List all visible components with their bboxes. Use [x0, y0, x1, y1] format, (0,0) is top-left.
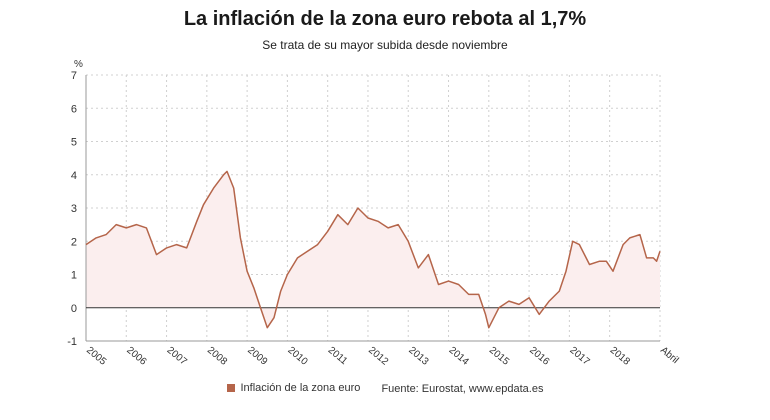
- y-tick-label: 1: [71, 270, 77, 282]
- x-tick-label: 2013: [406, 345, 430, 368]
- y-tick-label: 2: [71, 236, 77, 248]
- x-tick-label: 2017: [567, 345, 591, 368]
- x-tick-label: 2016: [527, 345, 551, 368]
- x-tick-label: 2012: [366, 345, 390, 368]
- chart-footer: Inflación de la zona euro Fuente: Eurost…: [0, 382, 770, 395]
- x-tick-label: 2014: [447, 345, 471, 368]
- y-tick-label: 5: [71, 137, 77, 149]
- x-tick-label: 2010: [285, 345, 309, 368]
- y-tick-label: 7: [71, 70, 77, 82]
- y-tick-label: 0: [71, 303, 77, 315]
- x-tick-label: 2005: [84, 345, 108, 368]
- series-area: [86, 171, 660, 328]
- chart-title: La inflación de la zona euro rebota al 1…: [183, 8, 587, 30]
- source-note: Fuente: Eurostat, www.epdata.es: [381, 383, 544, 395]
- x-tick-label: 2008: [205, 345, 229, 368]
- y-tick-label: 4: [71, 170, 77, 182]
- y-tick-label: 3: [71, 203, 77, 215]
- x-tick-label: 2018: [608, 345, 632, 368]
- chart-subtitle: Se trata de su mayor subida desde noviem…: [262, 38, 508, 52]
- y-tick-label: -1: [67, 336, 77, 348]
- area-fill: [86, 171, 660, 328]
- legend-label: Inflación de la zona euro: [240, 382, 361, 394]
- legend-swatch: [226, 384, 235, 392]
- x-tick-label: 2009: [245, 345, 269, 368]
- y-axis-unit: %: [74, 59, 83, 70]
- series-line-inflacion: [85, 170, 661, 329]
- x-tick-label: 2007: [165, 345, 189, 368]
- axes: [85, 75, 660, 342]
- x-tick-label: 2015: [487, 345, 511, 368]
- x-tick-label: 2006: [124, 345, 148, 368]
- tick-labels: -1 0 1 2 3 4 5 6 7% 2005 2006 2007 2008 2009 2010 2011 2…: [67, 59, 680, 368]
- series-line: [85, 170, 661, 329]
- x-tick-label: Abril: [658, 345, 680, 366]
- legend: Inflación de la zona euro: [226, 382, 361, 394]
- x-tick-label: 2011: [326, 345, 350, 368]
- y-tick-label: 6: [71, 103, 77, 115]
